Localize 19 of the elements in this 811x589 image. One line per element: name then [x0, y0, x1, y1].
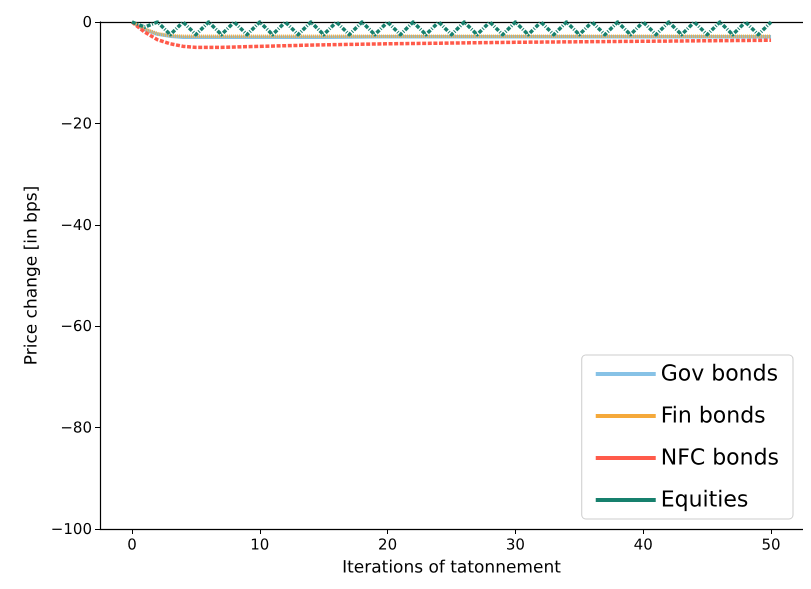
- x-tick-label: 30: [506, 536, 525, 554]
- legend-label: Gov bonds: [660, 362, 778, 386]
- y-tick-label: −20: [60, 114, 92, 132]
- y-axis-title: Price change [in bps]: [21, 186, 42, 366]
- legend-label: Equities: [660, 488, 748, 512]
- y-tick-label: −100: [50, 520, 92, 538]
- x-tick-label: 40: [634, 536, 653, 554]
- x-tick-label: 20: [378, 536, 398, 554]
- x-tick-label: 0: [127, 536, 137, 554]
- y-tick-label: −40: [60, 216, 92, 234]
- y-tick-label: −60: [60, 317, 92, 336]
- legend-label: NFC bonds: [660, 446, 780, 470]
- x-axis-title: Iterations of tatonnement: [342, 558, 562, 578]
- x-tick-label: 10: [250, 536, 270, 554]
- y-tick-label: −80: [60, 418, 92, 437]
- line-series: [130, 20, 773, 50]
- x-tick-label: 50: [762, 536, 781, 554]
- y-tick-label: 0: [82, 13, 92, 31]
- legend-label: Fin bonds: [660, 404, 766, 428]
